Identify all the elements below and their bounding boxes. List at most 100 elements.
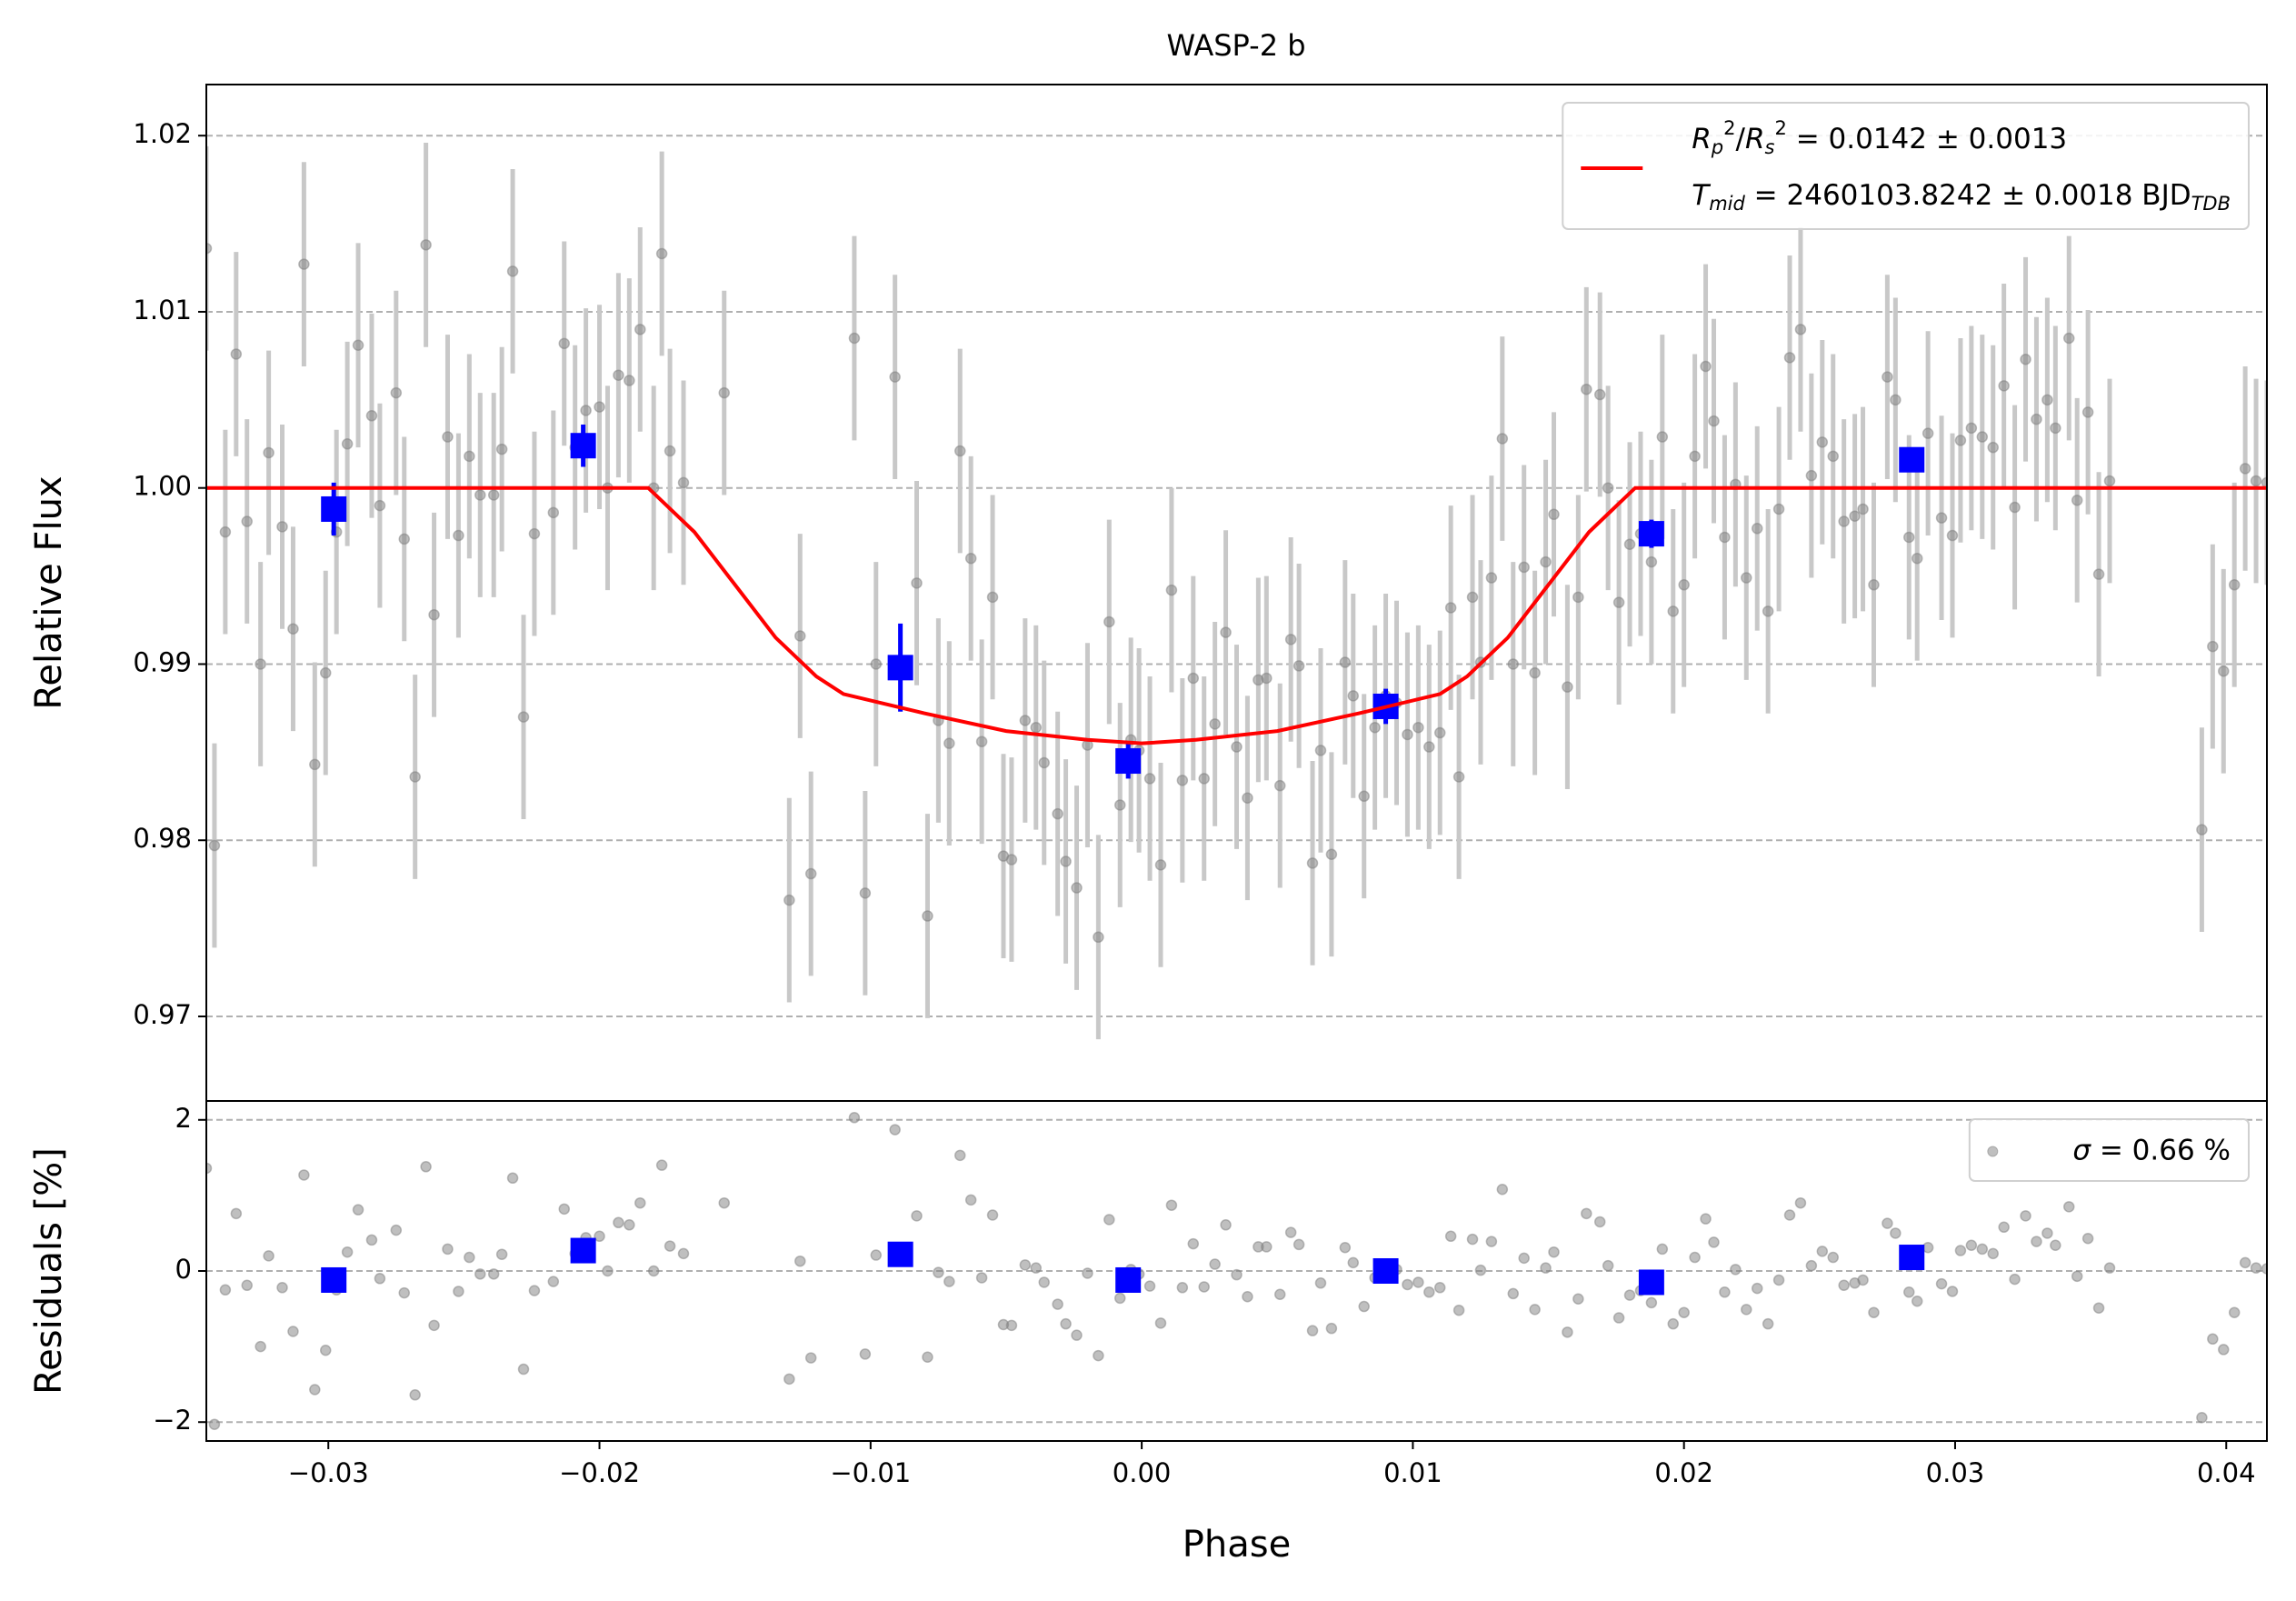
- data-point: [1273, 779, 1286, 792]
- data-point: [1730, 1264, 1742, 1276]
- data-point: [1242, 1291, 1253, 1303]
- data-point: [517, 1363, 530, 1376]
- data-point: [1518, 1252, 1530, 1265]
- data-point: [1209, 718, 1221, 730]
- binned-point: [570, 1237, 596, 1264]
- data-point: [1689, 450, 1701, 463]
- data-point: [1719, 531, 1731, 544]
- data-point: [208, 839, 221, 852]
- data-point: [1700, 360, 1712, 373]
- data-point: [1998, 1221, 2010, 1234]
- data-point: [309, 758, 321, 771]
- data-point: [1794, 324, 1807, 335]
- data-point: [1762, 605, 1774, 617]
- data-point: [1868, 1306, 1880, 1318]
- data-point: [889, 1124, 901, 1136]
- binned-point: [321, 1266, 347, 1293]
- data-point: [1154, 1317, 1167, 1329]
- data-point: [1946, 1286, 1959, 1297]
- legend-text-part: R: [1692, 123, 1712, 155]
- legend-text-part: σ: [2072, 1134, 2091, 1166]
- data-point: [2009, 1273, 2021, 1286]
- data-point: [287, 623, 299, 635]
- data-point: [2239, 1256, 2251, 1269]
- data-point: [1593, 388, 1606, 401]
- data-point: [1198, 773, 1210, 785]
- data-point: [1165, 584, 1178, 596]
- data-point: [1293, 660, 1305, 672]
- data-point: [1581, 383, 1592, 395]
- legend-text-part: TDB: [2191, 193, 2231, 215]
- data-point: [1903, 1286, 1915, 1298]
- data-point: [1816, 1246, 1829, 1257]
- x-tick-label: 0.04: [2197, 1457, 2256, 1488]
- binned-point: [321, 495, 347, 522]
- x-tick-label: 0.02: [1654, 1457, 1713, 1488]
- data-point: [398, 533, 411, 545]
- data-point: [848, 1112, 861, 1124]
- data-point: [1060, 856, 1072, 867]
- data-point: [1708, 415, 1720, 427]
- x-tick-label: 0.00: [1113, 1457, 1172, 1488]
- data-point: [1325, 1322, 1338, 1335]
- data-point: [390, 1224, 403, 1236]
- data-point: [558, 1203, 570, 1216]
- data-point: [1911, 1295, 1923, 1307]
- data-point: [804, 867, 817, 880]
- data-point: [1656, 431, 1669, 443]
- data-point: [1827, 450, 1839, 463]
- data-point: [1154, 859, 1167, 871]
- data-point: [528, 1285, 541, 1296]
- data-point: [602, 1265, 614, 1277]
- data-point: [2218, 665, 2230, 677]
- legend-text-part: = 0.0142 ± 0.0013: [1787, 123, 2067, 155]
- data-point: [1935, 1277, 1948, 1290]
- binned-point: [1115, 1266, 1142, 1293]
- data-point: [1623, 538, 1636, 550]
- data-point: [1176, 1282, 1189, 1294]
- data-point: [1242, 792, 1253, 804]
- binned-point: [1638, 521, 1664, 547]
- data-point: [1954, 435, 1967, 446]
- legend-text-part: R: [1745, 123, 1765, 155]
- data-point: [1496, 1183, 1509, 1196]
- data-point: [1005, 854, 1018, 866]
- axes-frame: [205, 1100, 2268, 1442]
- data-point: [1143, 773, 1156, 785]
- data-point: [1751, 1282, 1763, 1295]
- legend-label: σ = 0.66 %: [2072, 1134, 2231, 1166]
- data-point: [1339, 656, 1352, 668]
- data-point: [1143, 1280, 1156, 1292]
- data-point: [784, 1373, 795, 1386]
- data-point: [219, 525, 232, 538]
- legend-marker: [1987, 1146, 1999, 1157]
- data-point: [613, 369, 624, 381]
- x-tick-label: 0.01: [1383, 1457, 1442, 1488]
- data-point: [1231, 741, 1243, 753]
- data-point: [298, 1169, 310, 1181]
- data-point: [1314, 745, 1327, 756]
- data-point: [1518, 561, 1530, 574]
- data-point: [1751, 523, 1763, 535]
- data-point: [453, 529, 464, 542]
- y-tick-label: 1.02: [133, 118, 192, 149]
- data-point: [558, 337, 570, 350]
- data-point: [804, 1352, 817, 1364]
- data-point: [1838, 515, 1850, 527]
- data-point: [1965, 1239, 1978, 1251]
- data-point: [487, 489, 500, 501]
- data-point: [241, 1279, 253, 1292]
- data-point: [1602, 1259, 1614, 1272]
- data-point: [1678, 579, 1690, 591]
- data-point: [1496, 433, 1509, 445]
- data-point: [374, 1273, 386, 1285]
- data-point: [1413, 1276, 1424, 1288]
- data-point: [1325, 848, 1338, 860]
- data-point: [634, 1196, 646, 1209]
- data-point: [517, 711, 530, 723]
- data-point: [1911, 552, 1923, 565]
- data-point: [309, 1384, 321, 1396]
- data-point: [1071, 1329, 1083, 1341]
- data-point: [409, 1389, 421, 1401]
- data-point: [420, 239, 432, 251]
